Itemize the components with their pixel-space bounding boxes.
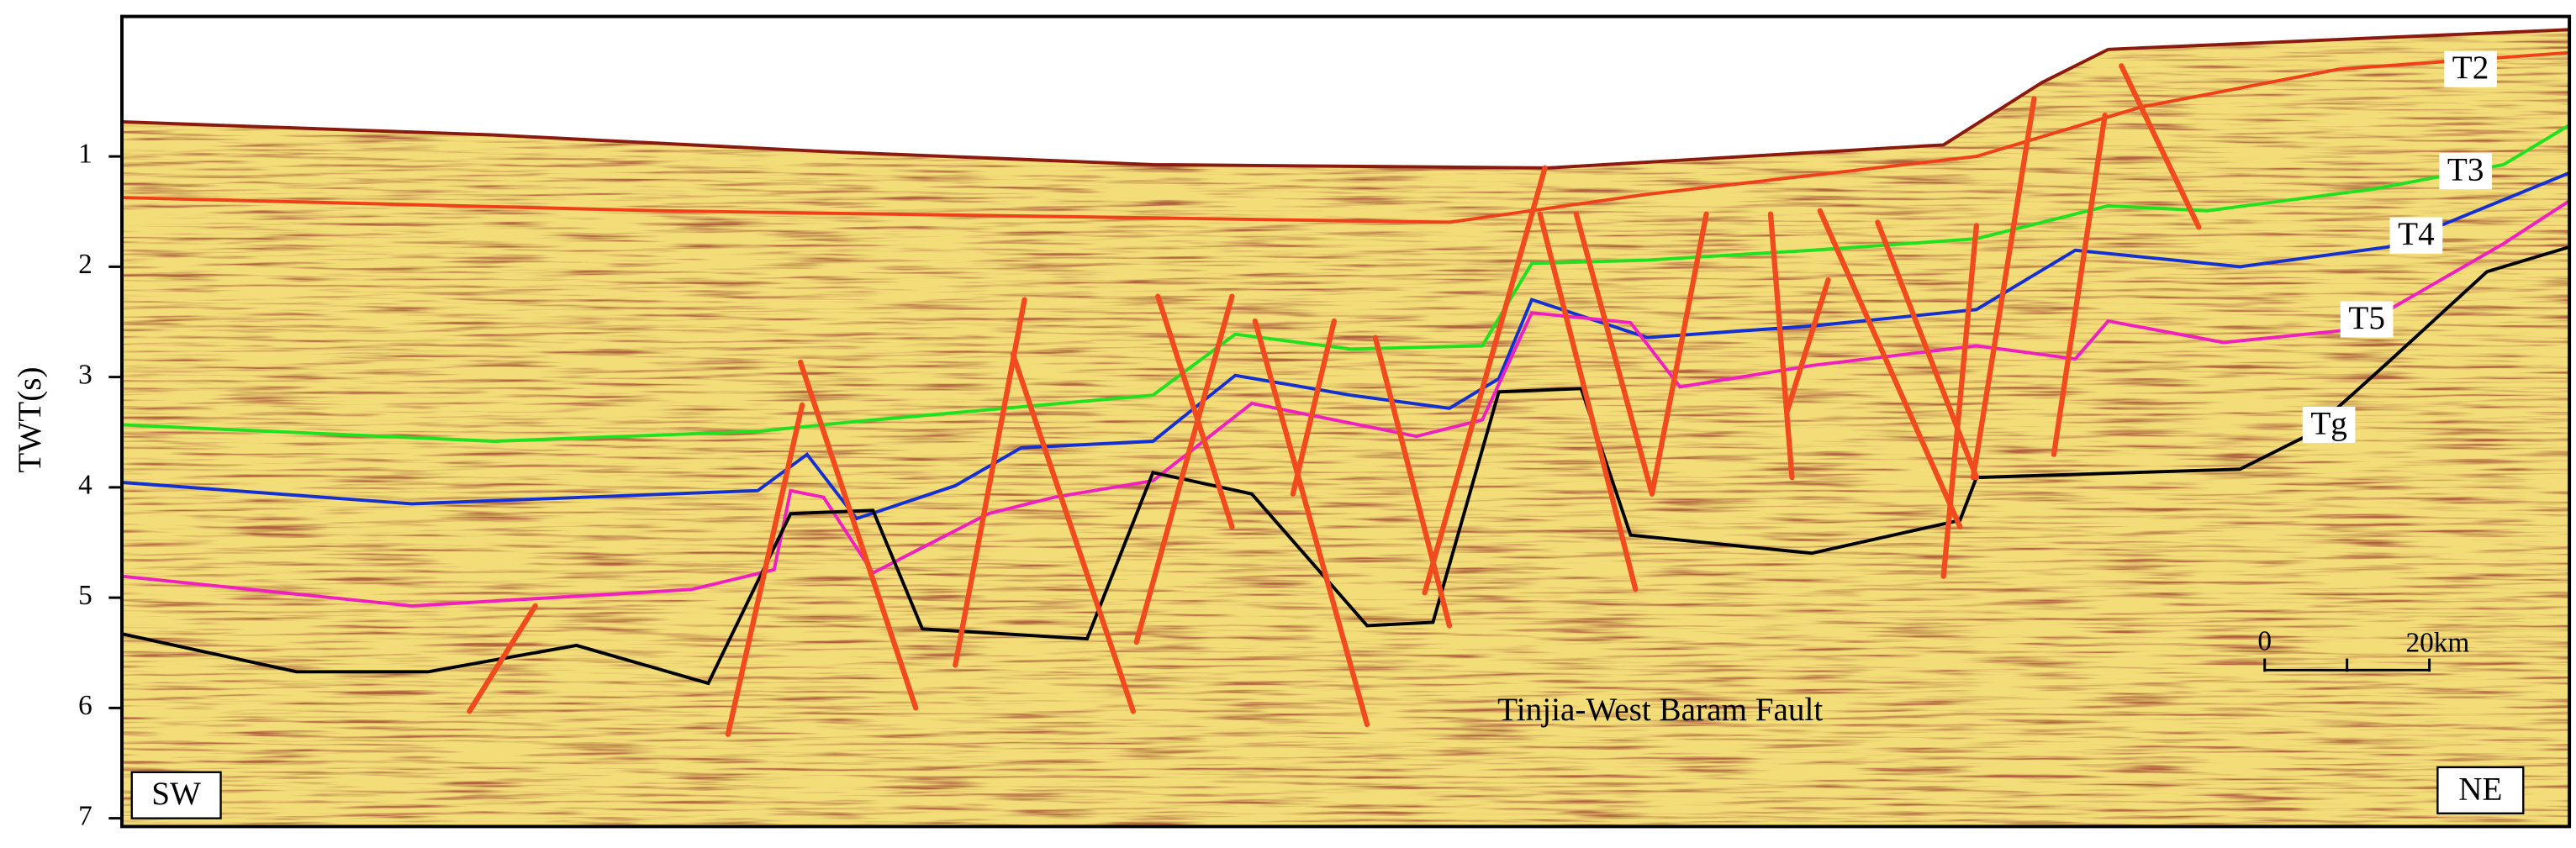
y-tick-label: 4 — [78, 470, 92, 501]
faults — [467, 63, 2202, 737]
ne-label: NE — [2458, 771, 2502, 807]
horizon-t4 — [121, 171, 2570, 521]
y-tick-label: 7 — [78, 800, 92, 831]
ne-box — [2436, 766, 2525, 814]
axis-label: TWT(s) — [12, 366, 48, 472]
horizon-label: T4 — [2398, 216, 2435, 252]
horizon-t2 — [121, 50, 2570, 224]
frame — [120, 14, 2572, 829]
sw-label: SW — [151, 776, 201, 812]
y-tick-label: 2 — [78, 249, 92, 280]
scale-bar — [2263, 658, 2431, 672]
fault-label: Tinjia-West Baram Fault — [1497, 692, 1823, 728]
horizon-label: T3 — [2447, 152, 2484, 188]
y-tick-label: 6 — [78, 690, 92, 721]
horizon-label: T5 — [2348, 300, 2385, 336]
horizon-label: T2 — [2452, 50, 2489, 86]
horizon-labels: T2 T3 T4 T5 Tg — [2302, 50, 2497, 443]
y-axis: 1 2 3 4 5 6 7 — [78, 139, 123, 831]
horizon-tg — [121, 245, 2570, 686]
scale-start: 0 — [2257, 626, 2272, 657]
y-tick-label: 3 — [78, 359, 92, 390]
y-tick-label: 5 — [78, 580, 92, 611]
y-tick-label: 1 — [78, 139, 92, 170]
horizon-label: Tg — [2310, 405, 2347, 441]
scale-end: 20km — [2405, 628, 2469, 659]
sw-box — [130, 771, 222, 819]
seafloor — [121, 28, 2570, 170]
horizon-t5 — [121, 199, 2571, 608]
